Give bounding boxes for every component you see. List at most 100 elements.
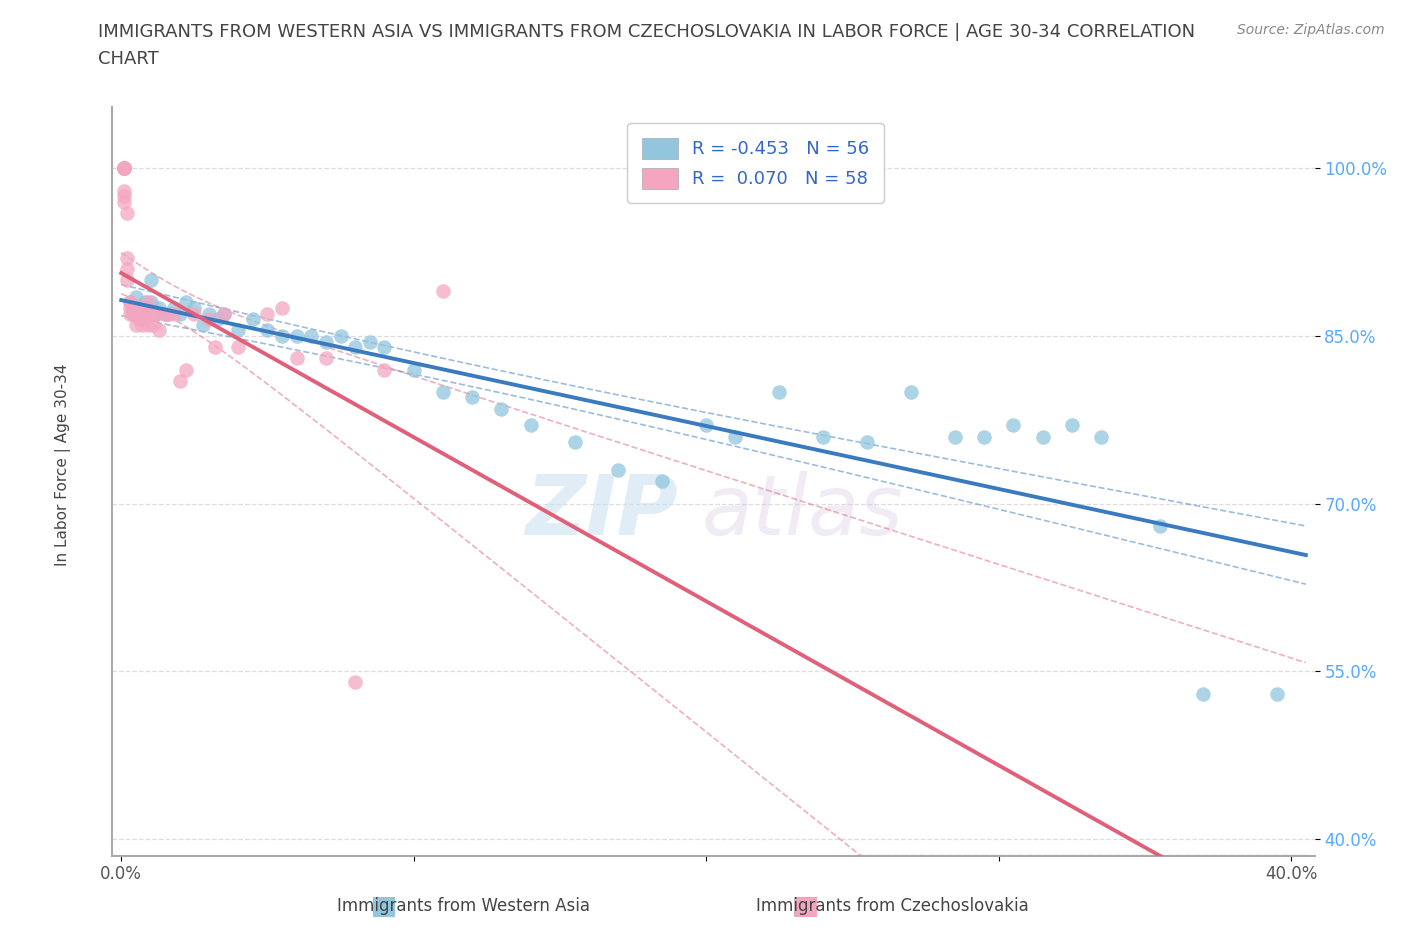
Point [204, 339, 226, 354]
Point [131, 306, 153, 321]
Point [607, 462, 630, 477]
Point [134, 306, 156, 321]
Point [226, 323, 249, 338]
Point [900, 384, 922, 399]
Text: ZIP: ZIP [524, 471, 678, 551]
Point [432, 384, 454, 399]
Point [131, 317, 153, 332]
Legend: R = -0.453   N = 56, R =  0.070   N = 58: R = -0.453 N = 56, R = 0.070 N = 58 [627, 124, 884, 203]
Point [112, 161, 135, 176]
Text: atlas: atlas [702, 471, 903, 551]
Point [139, 306, 162, 321]
Point [118, 306, 141, 321]
Point [145, 306, 167, 321]
Point [169, 373, 191, 388]
Point [856, 434, 879, 449]
Point [344, 339, 367, 354]
Point [125, 306, 148, 321]
Point [461, 390, 484, 405]
Point [112, 161, 135, 176]
Point [174, 295, 197, 310]
Point [1192, 686, 1215, 701]
Point [131, 306, 153, 321]
Point [651, 474, 673, 489]
Point [112, 161, 135, 176]
Point [128, 306, 150, 321]
Point [226, 339, 249, 354]
Point [1090, 429, 1112, 444]
Point [131, 312, 153, 326]
Point [198, 306, 221, 321]
Point [139, 306, 162, 321]
Point [118, 300, 141, 315]
Point [813, 429, 835, 444]
Point [207, 312, 229, 326]
Point [1002, 418, 1025, 432]
Point [373, 362, 395, 377]
Point [299, 328, 322, 343]
Point [115, 206, 138, 220]
Point [1032, 429, 1054, 444]
Point [183, 300, 205, 315]
Point [125, 317, 148, 332]
Point [128, 306, 150, 321]
Point [564, 434, 586, 449]
Point [1060, 418, 1083, 432]
Point [112, 189, 135, 204]
Point [1149, 519, 1171, 534]
Point [153, 306, 176, 321]
Point [329, 328, 352, 343]
Point [139, 272, 162, 287]
Point [1265, 686, 1288, 701]
Point [134, 300, 156, 315]
Point [136, 295, 159, 310]
Point [128, 306, 150, 321]
Text: IMMIGRANTS FROM WESTERN ASIA VS IMMIGRANTS FROM CZECHOSLOVAKIA IN LABOR FORCE | : IMMIGRANTS FROM WESTERN ASIA VS IMMIGRAN… [98, 23, 1195, 68]
Point [115, 261, 138, 276]
Point [198, 312, 221, 326]
Point [724, 429, 747, 444]
Point [131, 300, 153, 315]
Point [139, 295, 162, 310]
Point [315, 351, 337, 365]
Point [212, 306, 235, 321]
Point [169, 306, 191, 321]
Point [125, 289, 148, 304]
Point [271, 300, 294, 315]
Point [115, 272, 138, 287]
Point [112, 183, 135, 198]
Point [285, 351, 308, 365]
Text: Source: ZipAtlas.com: Source: ZipAtlas.com [1237, 23, 1385, 37]
Point [125, 300, 148, 315]
Point [115, 250, 138, 265]
Point [163, 300, 186, 315]
Point [256, 323, 278, 338]
Point [973, 429, 995, 444]
Point [373, 339, 395, 354]
Text: Immigrants from Czechoslovakia: Immigrants from Czechoslovakia [756, 897, 1029, 915]
Point [153, 306, 176, 321]
Point [256, 306, 278, 321]
Point [148, 300, 170, 315]
Point [183, 306, 205, 321]
Point [125, 300, 148, 315]
Point [145, 306, 167, 321]
Point [142, 306, 165, 321]
Point [359, 334, 381, 349]
Point [118, 295, 141, 310]
Point [157, 306, 180, 321]
Point [112, 161, 135, 176]
Point [432, 284, 454, 299]
Point [212, 306, 235, 321]
Point [122, 306, 145, 321]
Point [122, 306, 145, 321]
Point [491, 401, 513, 416]
Point [271, 328, 294, 343]
Point [768, 384, 790, 399]
Point [125, 306, 148, 321]
Point [136, 306, 159, 321]
Point [191, 317, 214, 332]
Point [695, 418, 717, 432]
Point [122, 300, 145, 315]
Point [112, 194, 135, 209]
